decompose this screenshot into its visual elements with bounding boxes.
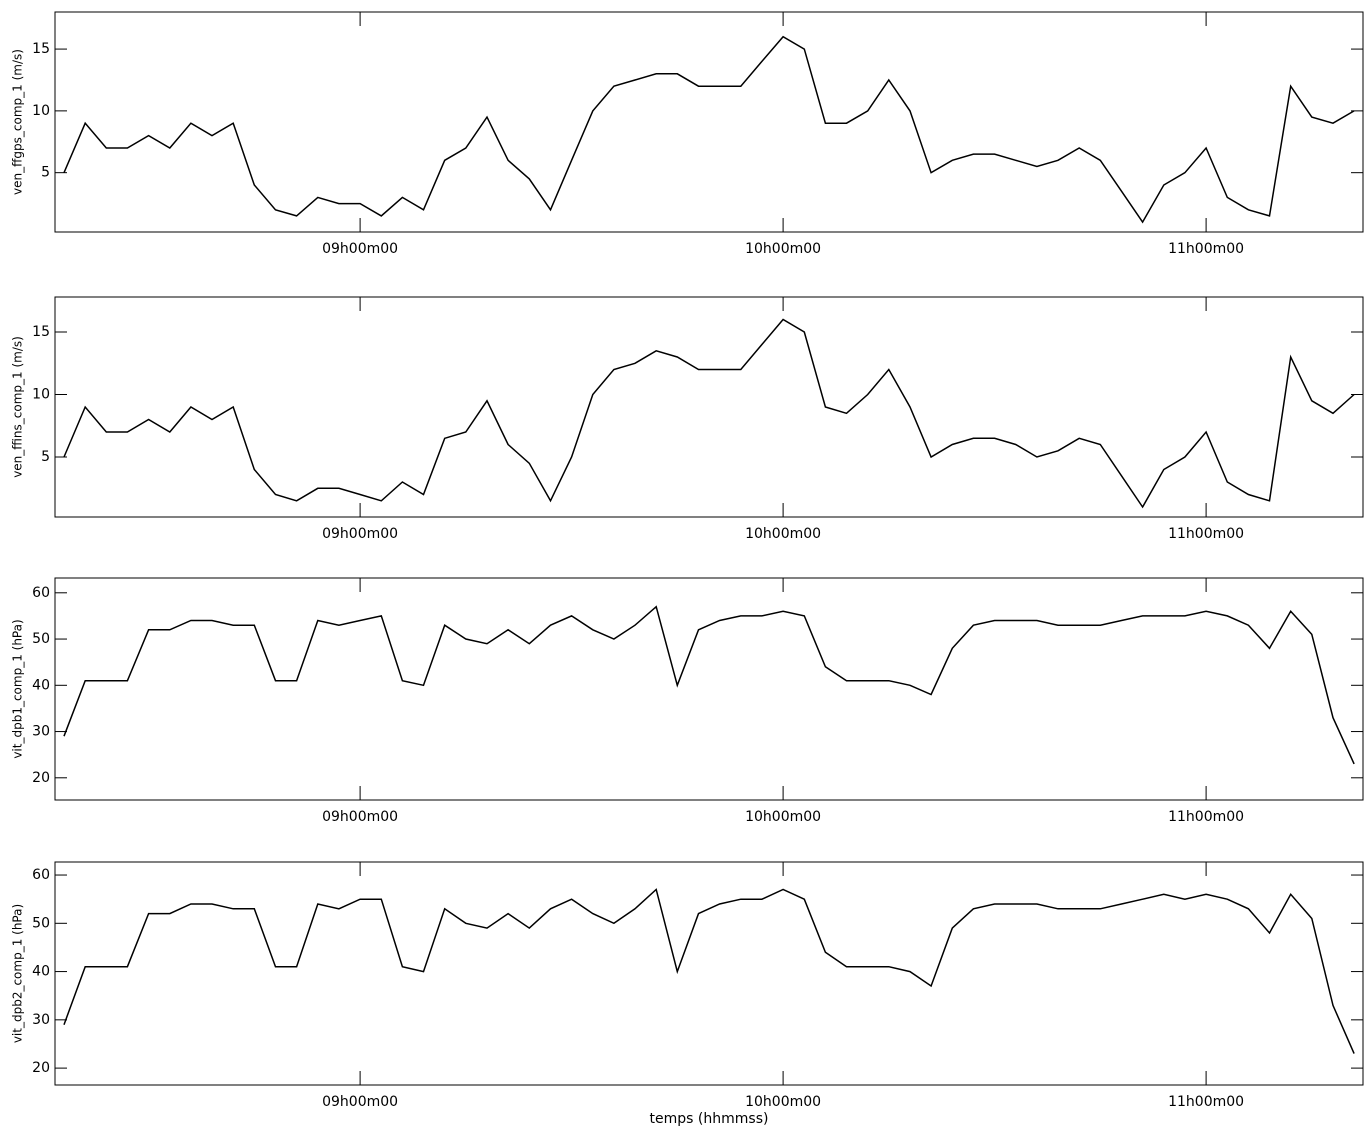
plot-frame xyxy=(54,11,1364,233)
y-tick-label: 20 xyxy=(32,770,50,786)
x-tick-label: 10h00m00 xyxy=(745,1094,821,1110)
x-tick-label: 09h00m00 xyxy=(322,1094,398,1110)
x-tick-label: 09h00m00 xyxy=(322,809,398,825)
y-tick-label: 15 xyxy=(32,41,50,57)
x-axis-label: temps (hhmmss) xyxy=(650,1111,769,1127)
y-tick-label: 60 xyxy=(32,585,50,601)
y-axis-label: ven_ffgps_comp_1 (m/s) xyxy=(11,49,25,195)
x-tick-label: 09h00m00 xyxy=(322,526,398,542)
y-tick-label: 10 xyxy=(32,103,50,119)
y-axis-label: ven_ffins_comp_1 (m/s) xyxy=(11,336,25,478)
y-tick-label: 30 xyxy=(32,724,50,740)
x-tick-label: 10h00m00 xyxy=(745,809,821,825)
y-tick-label: 5 xyxy=(41,165,50,181)
x-tick-label: 10h00m00 xyxy=(745,241,821,257)
x-tick-label: 11h00m00 xyxy=(1168,241,1244,257)
plot-frame xyxy=(54,577,1364,801)
data-line xyxy=(63,318,1355,509)
data-line xyxy=(63,605,1355,765)
y-tick-label: 60 xyxy=(32,867,50,883)
data-line xyxy=(63,888,1355,1054)
y-tick-label: 20 xyxy=(32,1060,50,1076)
y-tick-label: 15 xyxy=(32,324,50,340)
y-tick-label: 5 xyxy=(41,449,50,465)
plot-frame xyxy=(54,861,1364,1086)
y-tick-label: 30 xyxy=(32,1012,50,1028)
y-tick-label: 10 xyxy=(32,387,50,403)
x-tick-label: 11h00m00 xyxy=(1168,809,1244,825)
y-axis-label: vit_dpb1_comp_1 (hPa) xyxy=(11,619,25,758)
y-tick-label: 50 xyxy=(32,915,50,931)
x-tick-label: 09h00m00 xyxy=(322,241,398,257)
y-tick-label: 50 xyxy=(32,631,50,647)
x-tick-label: 11h00m00 xyxy=(1168,1094,1244,1110)
plot-frame xyxy=(54,296,1364,518)
x-tick-label: 10h00m00 xyxy=(745,526,821,542)
x-tick-label: 11h00m00 xyxy=(1168,526,1244,542)
y-axis-label: vit_dpb2_comp_1 (hPa) xyxy=(11,904,25,1043)
data-line xyxy=(63,35,1355,224)
y-tick-label: 40 xyxy=(32,964,50,980)
y-tick-label: 40 xyxy=(32,677,50,693)
